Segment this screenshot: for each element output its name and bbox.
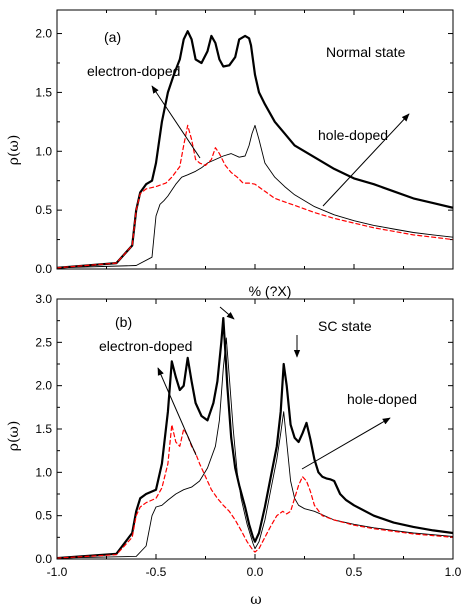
- series-thin-black-a: [57, 124, 453, 269]
- x-tick-label: 0.5: [346, 565, 363, 579]
- plot-frame-b: [56, 298, 454, 560]
- y-tick-label: 3.0: [35, 292, 52, 306]
- state-label-b: SC state: [318, 318, 372, 334]
- y-tick-label: 2.0: [35, 27, 52, 41]
- xlabel-b: ω: [250, 592, 261, 608]
- plot-frame-a: [56, 9, 454, 270]
- y-tick-label: 1.5: [35, 85, 52, 99]
- y-tick-label: 0.5: [35, 509, 52, 523]
- x-tick-label: 0.0: [247, 565, 264, 579]
- series-dashed-red-b: [57, 424, 453, 559]
- annotation-electron-doped-a: electron-doped: [87, 63, 180, 79]
- curves-a: [57, 30, 453, 269]
- series-thin-black-b: [57, 337, 453, 559]
- curves-b: [57, 317, 453, 559]
- y-ticks-a: 0.0 0.5 1.0 1.5 2.0: [35, 10, 454, 276]
- panel-label-a: (a): [104, 29, 121, 45]
- arrow-hole-doped-a: [322, 113, 410, 207]
- y-tick-label: 1.0: [35, 465, 52, 479]
- y-tick-label: 1.0: [35, 144, 52, 158]
- annotation-electron-doped-b: electron-doped: [99, 338, 192, 354]
- y-tick-label: 0.0: [35, 552, 52, 566]
- annotation-hole-doped-a: hole-doped: [318, 127, 388, 143]
- x-tick-label: -1.0: [47, 565, 68, 579]
- x-tick-label: -0.5: [146, 565, 167, 579]
- x-tick-label: 1.0: [445, 565, 461, 579]
- arrow-electron-doped-a: [151, 85, 201, 159]
- y-tick-label: 0.5: [35, 203, 52, 217]
- y-tick-label: 1.5: [35, 422, 52, 436]
- arrow-hole-doped-b: [301, 417, 391, 470]
- panel-b: ρ(ω) 0.0 0.5 1.0 1.5 2.0 2.5 3.0 -1.0 -0.5 0.0 0.5…: [6, 292, 461, 608]
- axis-ticks-b: 0.0 0.5 1.0 1.5 2.0 2.5 3.0 -1.0 -0.5 0.0 0.5 1.0: [35, 292, 461, 579]
- arrow-peak-left-b: [219, 306, 235, 320]
- panel-a: ρ(ω) 0.0 0.5 1.0 1.5 2.0 (a) Normal state el…: [6, 9, 454, 299]
- state-label-a: Normal state: [326, 44, 406, 60]
- xlabel-a: % (?X): [249, 283, 292, 299]
- ylabel-b: ρ(ω): [6, 421, 22, 452]
- panel-label-b: (b): [115, 314, 132, 330]
- ylabel-a: ρ(ω): [6, 135, 22, 166]
- series-dashed-red-a: [57, 124, 453, 269]
- series-thick-black-b: [57, 317, 453, 559]
- y-tick-label: 0.0: [35, 262, 52, 276]
- arrow-electron-doped-b: [157, 367, 197, 456]
- y-tick-label: 2.0: [35, 379, 52, 393]
- annotation-hole-doped-b: hole-doped: [347, 391, 417, 407]
- series-thick-black-a: [57, 30, 453, 269]
- y-tick-label: 2.5: [35, 335, 52, 349]
